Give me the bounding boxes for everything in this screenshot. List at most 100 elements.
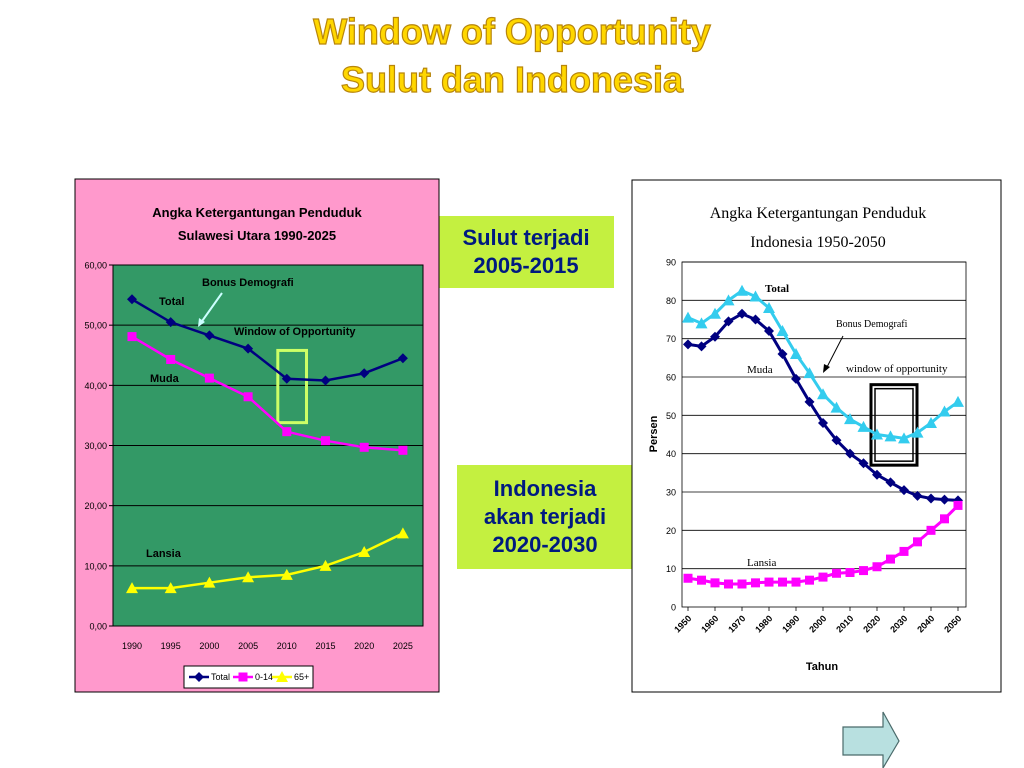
chart-indonesia-data-point xyxy=(791,577,801,587)
callout-sulut-line-2: 2005-2015 xyxy=(473,253,579,278)
chart-sulut-x-tick-label: 2000 xyxy=(199,641,219,651)
chart-sulut-y-tick-label: 20,00 xyxy=(84,501,107,511)
chart-indonesia-data-point xyxy=(898,432,910,444)
chart-indonesia-data-point xyxy=(749,290,762,302)
chart-indonesia-data-point xyxy=(751,578,760,588)
chart-sulut-series-line xyxy=(131,335,403,452)
chart-indonesia-data-point xyxy=(709,307,721,319)
chart-sulut-data-point xyxy=(398,445,408,455)
chart-indonesia-data-point xyxy=(791,373,801,384)
chart-indonesia-y-tick-label: 90 xyxy=(666,258,676,268)
chart-indonesia-data-point xyxy=(938,405,951,417)
chart-sulut-data-point xyxy=(320,375,331,386)
slide-title: Window of Opportunity Sulut dan Indonesi… xyxy=(0,8,1024,104)
chart-indonesia-bonus-pointer-head xyxy=(823,364,830,373)
chart-indonesia-data-point xyxy=(697,575,706,585)
chart-indonesia-data-point xyxy=(777,349,788,359)
chart-indonesia-data-point xyxy=(831,435,842,446)
chart-indonesia-data-point xyxy=(736,284,748,296)
chart-indonesia-data-point xyxy=(776,325,789,336)
chart-indonesia-data-point xyxy=(778,577,787,587)
chart-indonesia-y-tick-label: 20 xyxy=(666,526,676,536)
chart-sulut-data-point xyxy=(203,576,216,588)
chart-indonesia-data-point xyxy=(804,396,815,407)
chart-sulut-y-tick-label: 0,00 xyxy=(89,622,107,632)
chart-indonesia-y-tick-label: 60 xyxy=(666,373,676,383)
chart-sulut-data-point xyxy=(204,330,215,341)
chart-indonesia-data-point xyxy=(913,537,922,547)
chart-indonesia-data-point xyxy=(832,568,841,578)
chart-indonesia-data-point xyxy=(953,500,963,510)
chart-indonesia-data-point xyxy=(940,514,949,524)
callout-sulut-line-1: Sulut terjadi xyxy=(462,225,590,250)
chart-indonesia-data-point xyxy=(925,417,937,428)
chart-sulut-x-tick-label: 2025 xyxy=(393,641,413,651)
chart-indonesia-data-point xyxy=(939,494,950,505)
chart-indonesia-annotation-bonus-demografi: Bonus Demografi xyxy=(836,319,908,330)
chart-sulut-data-point xyxy=(243,343,254,354)
chart-indonesia-data-point xyxy=(911,426,924,438)
chart-indonesia-y-tick-label: 80 xyxy=(666,296,676,306)
chart-sulut-series-line xyxy=(132,532,404,590)
chart-sulut-data-point xyxy=(127,294,137,305)
chart-sulut-y-tick-label: 30,00 xyxy=(84,441,107,451)
chart-sulut-x-tick-label: 2010 xyxy=(277,641,297,651)
chart-indonesia-data-point xyxy=(872,469,882,480)
chart-indonesia-data-point xyxy=(859,566,868,576)
chart-sulut-data-point xyxy=(359,368,370,379)
callout-indonesia-line-2: akan terjadi xyxy=(483,504,607,529)
chart-indonesia-data-point xyxy=(763,302,775,313)
chart-sulut-data-point xyxy=(280,568,293,580)
chart-sulut-data-point xyxy=(126,582,138,594)
chart-sulut-data-point xyxy=(359,442,369,452)
chart-sulut-data-point xyxy=(319,559,332,571)
chart-indonesia-data-point xyxy=(724,579,733,589)
chart-indonesia-y-tick-label: 0 xyxy=(671,603,676,613)
chart-indonesia-data-point xyxy=(737,308,747,319)
arrow-right-icon[interactable] xyxy=(842,711,900,768)
chart-indonesia-subtitle: Indonesia 1950-2050 xyxy=(750,234,886,251)
chart-indonesia-window-box-inner xyxy=(874,387,914,462)
chart-indonesia-data-point xyxy=(710,578,720,588)
callout-indonesia: Indonesia akan terjadi 2020-2030 xyxy=(457,465,633,569)
chart-sulut-data-point xyxy=(166,354,176,364)
chart-indonesia-data-point xyxy=(899,485,909,496)
chart-sulut-data-point xyxy=(243,392,253,402)
callout-indonesia-line-1: Indonesia xyxy=(493,476,597,501)
chart-indonesia-data-point xyxy=(845,568,855,577)
chart-indonesia-data-point xyxy=(695,317,708,329)
chart-indonesia-data-point xyxy=(710,331,720,342)
chart-indonesia-data-point xyxy=(805,575,814,585)
chart-sulut-y-tick-label: 10,00 xyxy=(84,561,107,571)
chart-sulut-data-point xyxy=(165,317,176,328)
chart-indonesia-data-point xyxy=(683,573,693,583)
chart-indonesia-data-point xyxy=(845,448,855,459)
chart-indonesia-window-box xyxy=(869,383,919,467)
chart-indonesia-y-axis-label: Persen xyxy=(648,415,660,452)
chart-indonesia-y-tick-label: 40 xyxy=(666,449,676,459)
chart-sulut-annotation-lansia: Lansia xyxy=(146,548,182,560)
chart-indonesia-data-point xyxy=(764,326,774,336)
chart-sulut-annotation-window: Window of Opportunity xyxy=(234,326,356,338)
chart-indonesia-data-point xyxy=(844,413,856,425)
chart-indonesia-title: Angka Ketergantungan Penduduk xyxy=(710,205,927,222)
chart-sulut-annotation-bonus-demografi: Bonus Demografi xyxy=(202,277,294,289)
chart-indonesia-data-point xyxy=(750,314,761,325)
chart-indonesia-data-point xyxy=(884,430,897,442)
chart-indonesia-data-point xyxy=(952,395,964,407)
chart-indonesia-data-point xyxy=(803,367,816,379)
chart-sulut-annotation-total: Total xyxy=(159,296,184,308)
slide-title-line-1: Window of Opportunity xyxy=(313,10,712,52)
chart-sulut-data-point xyxy=(397,353,408,364)
chart-sulut-data-point xyxy=(281,373,292,384)
chart-indonesia-data-point xyxy=(817,388,829,400)
chart-indonesia-data-point xyxy=(830,401,843,413)
chart-sulut-window-box xyxy=(276,348,308,425)
chart-indonesia-bonus-pointer xyxy=(825,335,844,370)
chart-indonesia-data-point xyxy=(790,348,802,359)
chart-indonesia-data-point xyxy=(885,477,896,488)
chart-sulut-x-tick-label: 1995 xyxy=(161,641,181,651)
chart-indonesia-data-point xyxy=(872,562,882,572)
